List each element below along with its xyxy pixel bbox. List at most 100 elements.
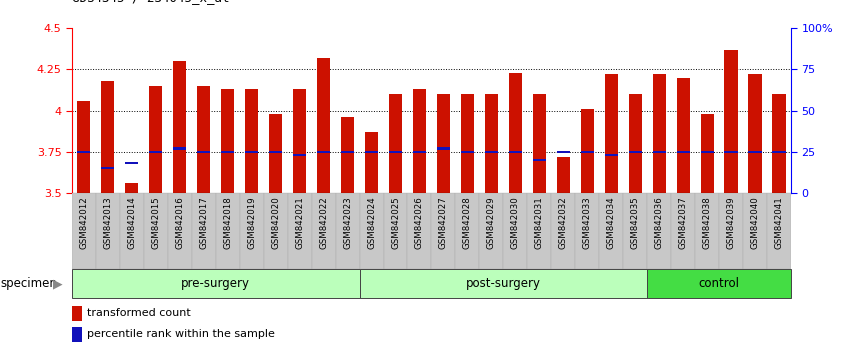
Bar xyxy=(431,193,455,269)
Bar xyxy=(216,193,239,269)
Text: GSM842033: GSM842033 xyxy=(583,196,591,249)
Bar xyxy=(719,193,743,269)
Text: GSM842013: GSM842013 xyxy=(103,196,113,249)
Text: GSM842035: GSM842035 xyxy=(631,196,640,249)
Bar xyxy=(269,114,283,193)
Text: GSM842017: GSM842017 xyxy=(200,196,208,249)
Bar xyxy=(599,193,624,269)
Bar xyxy=(168,193,192,269)
Bar xyxy=(317,151,330,153)
Text: GSM842025: GSM842025 xyxy=(391,196,400,249)
Bar xyxy=(102,167,114,169)
Bar xyxy=(288,193,311,269)
Bar xyxy=(269,151,283,153)
Bar xyxy=(197,151,211,153)
Bar xyxy=(125,162,139,164)
Bar xyxy=(149,86,162,193)
Bar xyxy=(317,58,330,193)
Text: transformed count: transformed count xyxy=(86,308,190,318)
Text: GSM842027: GSM842027 xyxy=(439,196,448,249)
Text: ▶: ▶ xyxy=(53,277,63,290)
Bar xyxy=(245,151,258,153)
Bar xyxy=(383,193,408,269)
Text: GSM842028: GSM842028 xyxy=(463,196,472,249)
Bar xyxy=(647,269,791,298)
Bar xyxy=(408,193,431,269)
Bar xyxy=(749,151,761,153)
Bar xyxy=(527,193,552,269)
Bar xyxy=(125,183,139,193)
Bar xyxy=(677,151,689,153)
Bar xyxy=(293,89,306,193)
Bar xyxy=(724,151,738,153)
Bar xyxy=(557,151,570,153)
Bar xyxy=(245,89,258,193)
Bar xyxy=(365,132,378,193)
Bar xyxy=(72,269,360,298)
Bar xyxy=(508,73,522,193)
Bar xyxy=(533,159,546,161)
Bar xyxy=(652,74,666,193)
Bar xyxy=(360,193,383,269)
Bar xyxy=(461,151,474,153)
Text: GSM842036: GSM842036 xyxy=(655,196,663,249)
Bar xyxy=(580,109,594,193)
Text: GSM842029: GSM842029 xyxy=(487,196,496,249)
Bar xyxy=(485,151,498,153)
Bar xyxy=(365,151,378,153)
Bar xyxy=(120,193,144,269)
Bar xyxy=(455,193,480,269)
Bar xyxy=(480,193,503,269)
Text: GSM842026: GSM842026 xyxy=(415,196,424,249)
Bar xyxy=(389,94,402,193)
Text: GSM842030: GSM842030 xyxy=(511,196,519,249)
Bar xyxy=(605,154,618,156)
Bar xyxy=(749,74,761,193)
Bar xyxy=(96,193,120,269)
Bar xyxy=(580,151,594,153)
Text: GSM842022: GSM842022 xyxy=(319,196,328,249)
Text: GSM842032: GSM842032 xyxy=(559,196,568,249)
Text: GSM842016: GSM842016 xyxy=(175,196,184,249)
Bar xyxy=(264,193,288,269)
Bar xyxy=(724,50,738,193)
Bar xyxy=(508,151,522,153)
Bar xyxy=(311,193,336,269)
Bar xyxy=(700,151,714,153)
Bar xyxy=(629,94,642,193)
Text: GSM842015: GSM842015 xyxy=(151,196,160,249)
Bar xyxy=(173,147,186,149)
Bar xyxy=(360,269,647,298)
Bar xyxy=(629,151,642,153)
Bar xyxy=(552,193,575,269)
Bar xyxy=(437,147,450,149)
Text: GDS4345 / 234045_x_at: GDS4345 / 234045_x_at xyxy=(72,0,229,4)
Bar xyxy=(485,94,498,193)
Bar xyxy=(413,89,426,193)
Bar xyxy=(149,151,162,153)
Bar xyxy=(695,193,719,269)
Text: specimen: specimen xyxy=(0,277,57,290)
Bar xyxy=(437,94,450,193)
Bar xyxy=(336,193,360,269)
Bar xyxy=(461,94,474,193)
Bar xyxy=(72,193,96,269)
Bar xyxy=(389,151,402,153)
Bar xyxy=(671,193,695,269)
Text: GSM842018: GSM842018 xyxy=(223,196,232,249)
Bar xyxy=(77,101,91,193)
Text: GSM842012: GSM842012 xyxy=(80,196,88,249)
Bar xyxy=(72,327,82,342)
Text: GSM842014: GSM842014 xyxy=(128,196,136,249)
Bar xyxy=(700,114,714,193)
Bar xyxy=(677,78,689,193)
Text: control: control xyxy=(699,277,739,290)
Bar xyxy=(192,193,216,269)
Text: GSM842040: GSM842040 xyxy=(750,196,760,249)
Bar xyxy=(77,151,91,153)
Bar xyxy=(221,89,234,193)
Text: GSM842021: GSM842021 xyxy=(295,196,304,249)
Bar xyxy=(293,154,306,156)
Bar xyxy=(173,61,186,193)
Bar xyxy=(72,306,82,321)
